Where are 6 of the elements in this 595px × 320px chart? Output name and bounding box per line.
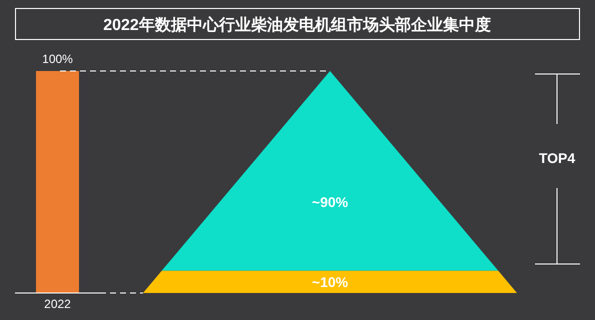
data-label: ~10% xyxy=(312,274,349,290)
text: 2022年数据中心行业柴油发电机组市场头部企业集中度 xyxy=(103,15,491,34)
text: TOP4 xyxy=(538,150,576,166)
data-label: 100% xyxy=(42,52,74,66)
x-tick-label: 2022 xyxy=(44,297,72,311)
data-label: ~90% xyxy=(312,194,349,210)
